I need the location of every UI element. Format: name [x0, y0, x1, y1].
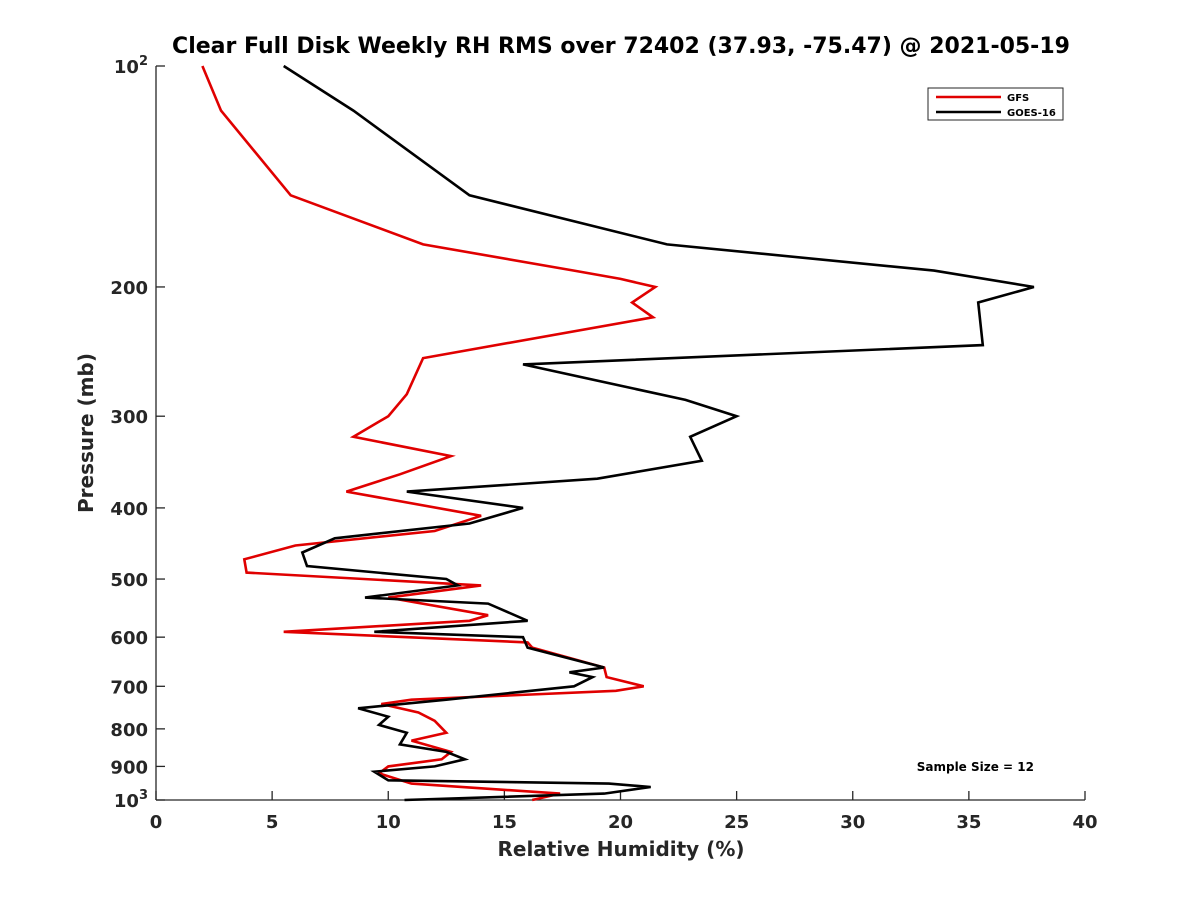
legend-box	[927, 87, 1064, 121]
y-axis-label: Pressure (mb)	[74, 353, 98, 513]
series-line-goes-16	[282, 64, 1035, 802]
sample-size-annotation: Sample Size = 12	[917, 760, 1034, 774]
y-tick-label: 700	[110, 677, 148, 698]
y-tick-label: 102	[114, 54, 148, 78]
y-tick-label: 400	[110, 499, 148, 520]
x-ticks: 0 5 10 15 20 25 30 35 40	[150, 791, 1098, 833]
x-tick-label: 5	[266, 812, 279, 833]
series-layer	[201, 64, 1035, 802]
y-tick-label: 600	[110, 628, 148, 649]
x-tick-label: 40	[1072, 812, 1097, 833]
x-tick-label: 15	[492, 812, 517, 833]
y-ticks: 102 200 300 400 500 600 700 800 900 103	[110, 54, 165, 812]
y-tick-label: 900	[110, 757, 148, 778]
legend-label-gfs: GFS	[1007, 93, 1029, 104]
series-line-gfs	[201, 65, 659, 802]
legend: GFS GOES-16	[927, 87, 1064, 121]
y-tick-label: 300	[110, 407, 148, 428]
x-tick-label: 25	[724, 812, 749, 833]
legend-label-goes-16: GOES-16	[1007, 108, 1056, 119]
y-tick-label: 800	[110, 720, 148, 741]
x-tick-label: 10	[376, 812, 401, 833]
x-tick-label: 30	[840, 812, 865, 833]
y-tick-label: 500	[110, 570, 148, 591]
chart-title: Clear Full Disk Weekly RH RMS over 72402…	[172, 34, 1070, 59]
y-tick-label: 200	[110, 278, 148, 299]
x-tick-label: 0	[150, 812, 163, 833]
x-tick-label: 35	[956, 812, 981, 833]
x-tick-label: 20	[608, 812, 633, 833]
x-axis-label: Relative Humidity (%)	[497, 837, 744, 861]
y-tick-label: 103	[114, 788, 148, 812]
